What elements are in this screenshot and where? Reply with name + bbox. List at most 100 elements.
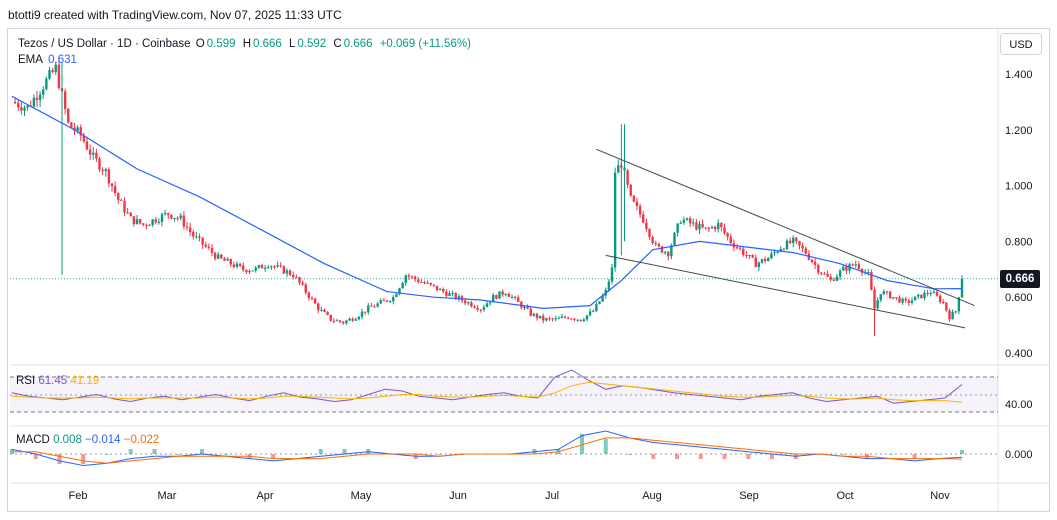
candle-body [279,265,282,267]
candle-body [79,127,82,136]
close-value: 0.666 [343,38,373,50]
candle-body [320,309,323,311]
candle-body [63,91,67,109]
candle-body [663,251,667,253]
candle-body [442,288,445,292]
candle-body [554,318,557,320]
candle-body [463,300,467,304]
candle-body [735,247,739,249]
candle-body [563,316,567,318]
candle-body [363,311,367,313]
candle-body [929,293,932,295]
candle-body [488,302,492,304]
candle-body [276,265,279,267]
macd-legend[interactable]: MACD 0.008 −0.014 −0.022 [16,434,159,446]
candle-body [185,226,189,228]
candle-body [370,305,373,307]
candle-body [870,271,873,290]
candle-body [26,105,29,108]
candle-body [823,273,826,275]
candle-body [401,282,404,289]
ema-row[interactable]: EMA 0.631 [18,52,475,68]
candle-body [407,275,411,277]
candle-body [701,223,704,228]
macd-signal-value: −0.022 [123,434,160,446]
macd-tick-label: 0.000 [1005,449,1033,461]
price-tick-label: 0.600 [1005,292,1033,304]
candle-body [457,296,461,299]
macd-hist-value: 0.008 [53,434,82,446]
candle-body [467,302,470,304]
candle-body [388,301,392,303]
candle-body [335,320,339,322]
candle-body [901,298,904,303]
candle-body [326,312,329,315]
candle-body [904,298,907,301]
candle-body [501,291,504,295]
candle-body [429,282,432,285]
candle-body [685,218,689,220]
candle-body [57,64,61,88]
candle-body [673,232,676,246]
rsi-legend[interactable]: RSI 61.45 41.19 [16,375,99,387]
candle-body [101,169,104,172]
low-value: 0.592 [297,38,327,50]
candle-body [382,300,386,302]
candle-body [495,295,498,299]
last-price-badge: 0.666 [1000,269,1040,288]
candle-body [238,263,242,266]
price-tick-label: 1.400 [1005,69,1033,81]
currency-button[interactable]: USD [1000,33,1042,55]
candle-body [176,217,179,219]
close-label: C [333,38,342,50]
candle-body [682,219,686,223]
candle-body [445,291,448,296]
candle-body [242,265,245,270]
price-tick-label: 1.000 [1005,181,1033,193]
candle-body [170,214,173,219]
candle-body [938,295,942,303]
candle-body [776,251,779,253]
symbol-title[interactable]: Tezos / US Dollar · 1D · Coinbase [18,38,191,50]
candle-body [595,303,598,312]
candle-body [454,293,457,299]
macd-hist-bar [936,454,941,455]
candle-body [138,219,142,224]
candle-body [654,242,657,244]
candle-body [523,306,526,308]
candle-body [798,240,801,246]
macd-hist-bar [223,454,228,455]
candle-body [657,243,661,247]
candle-body [223,258,226,261]
candle-body [179,215,182,219]
candle-body [695,222,698,230]
candle-body [148,224,151,226]
attribution-text: btotti9 created with TradingView.com, No… [8,8,342,22]
rsi-value: 61.45 [38,375,68,387]
change-value: +0.069 (+11.56%) [379,38,471,50]
candle-body [892,297,895,299]
macd-hist-bar [152,449,157,454]
price-tick-label: 1.200 [1005,125,1033,137]
candle-body [204,244,207,247]
candle-body [754,257,757,268]
candle-body [288,270,292,275]
candle-body [629,184,632,196]
macd-hist-bar [57,454,62,464]
candle-body [860,269,864,273]
candle-body [738,247,742,249]
macd-label: MACD [16,434,50,446]
candle-body [504,293,507,295]
candle-body [601,295,604,302]
candle-body [357,316,361,320]
macd-hist-bar [746,454,751,459]
candle-body [232,264,236,267]
candle-body [954,311,957,313]
macd-hist-bar [603,439,608,454]
candle-body [645,222,648,230]
candle-body [513,296,517,298]
candle-body [610,267,614,282]
candle-body [398,288,401,295]
candle-body [932,291,936,294]
